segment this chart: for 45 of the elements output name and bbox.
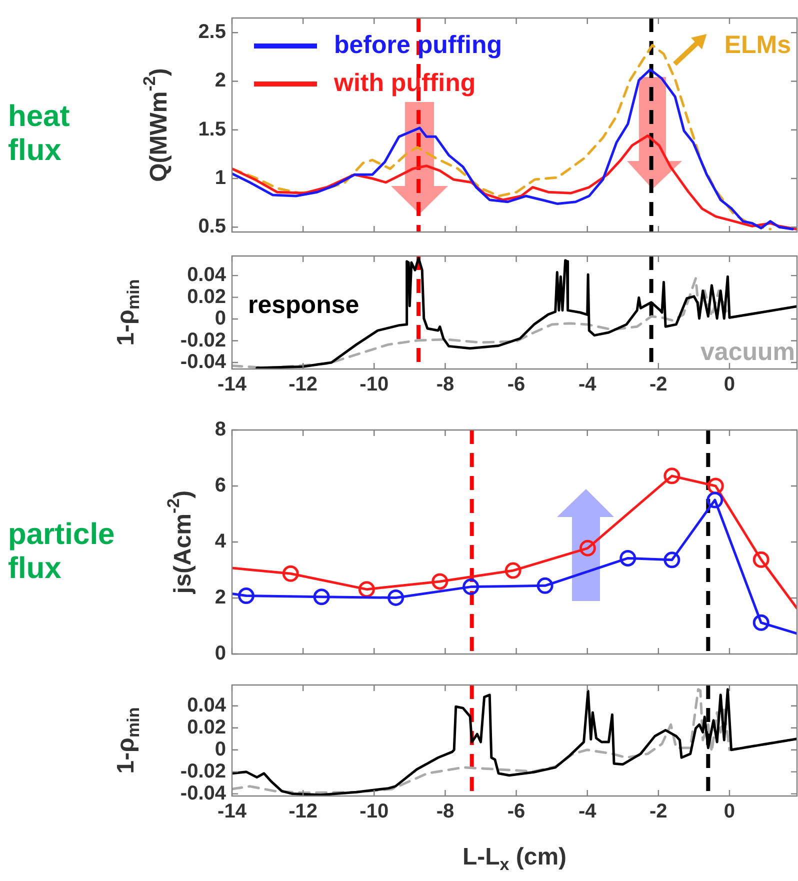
x-tick-label: -4: [578, 800, 598, 823]
x-tick-label: -8: [436, 374, 454, 396]
y-tick-label: 6: [214, 474, 226, 497]
series-label: response: [248, 290, 360, 319]
y-axis-title: 1-ρmin: [112, 707, 143, 774]
y-tick-label: 2: [214, 586, 226, 609]
y-tick-label: 0: [214, 642, 226, 665]
y-tick-label: -0.02: [180, 329, 226, 352]
y-tick-label: 0: [214, 738, 226, 760]
y-tick-label: 2: [214, 70, 226, 92]
y-tick-label: 1.5: [198, 118, 226, 140]
y-tick-label: 1: [214, 167, 226, 190]
y-tick-label: 0.04: [187, 264, 227, 286]
legend-label: with puffing: [333, 68, 476, 97]
annotation: ELMs: [724, 30, 791, 59]
x-tick-label: -2: [650, 374, 668, 396]
x-tick-label: -6: [507, 800, 526, 823]
legend-label: before puffing: [334, 30, 502, 59]
y-tick-label: -0.02: [180, 760, 226, 782]
x-tick-label: -14: [218, 374, 248, 396]
x-tick-label: -12: [288, 800, 318, 823]
y-tick-label: 0.02: [187, 286, 226, 308]
y-tick-label: 8: [214, 418, 226, 441]
y-tick-label: 0: [214, 308, 226, 330]
y-axis-title: js(Acm-2): [164, 490, 197, 595]
x-tick-label: -4: [578, 374, 598, 396]
y-tick-label: 0.02: [187, 716, 226, 738]
x-tick-label: -10: [360, 800, 389, 823]
y-axis-title: Q(MWm-2): [140, 68, 173, 182]
x-tick-label: -2: [650, 800, 668, 823]
y-tick-label: 0.04: [187, 694, 227, 716]
text: particle flux: [8, 518, 116, 586]
text: heat flux: [8, 100, 71, 168]
x-tick-label: -10: [360, 374, 389, 396]
x-tick-label: -12: [288, 374, 318, 396]
x-tick-label: -8: [436, 800, 454, 823]
y-axis-title: 1-ρmin: [112, 279, 143, 346]
y-tick-label: 4: [214, 530, 227, 553]
x-tick-label: 0: [724, 374, 736, 396]
y-tick-label: 2.5: [198, 21, 226, 44]
series-label: vacuum: [700, 338, 795, 366]
x-tick-label: -6: [507, 374, 526, 396]
y-tick-label: 0.5: [198, 216, 226, 238]
x-tick-label: 0: [724, 800, 736, 823]
y-tick-label: -0.04: [180, 350, 227, 373]
